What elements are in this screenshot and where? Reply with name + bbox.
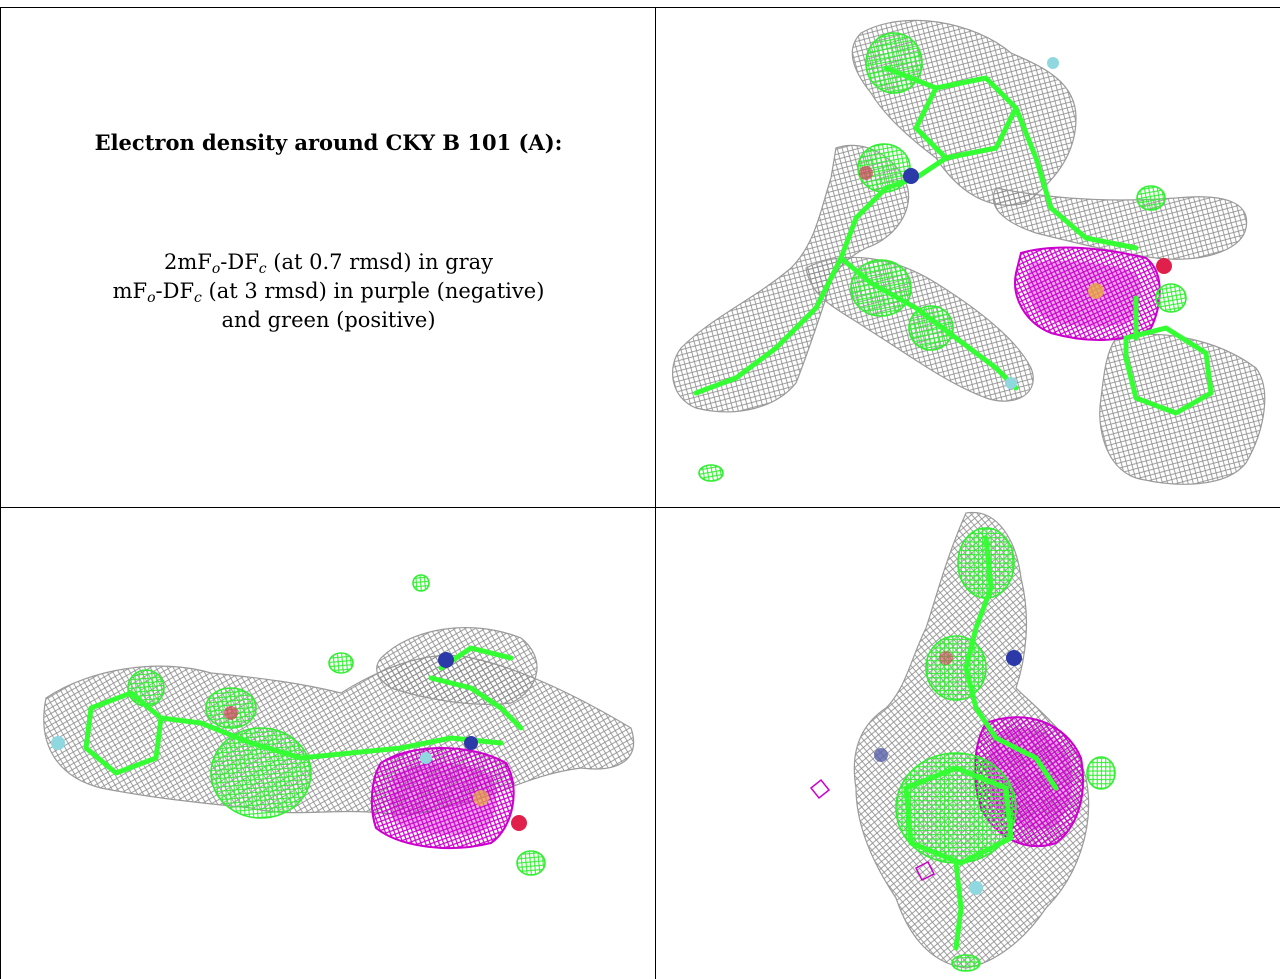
density-mesh-image-3 (809, 511, 1116, 972)
nitrogen-atom-icon (903, 168, 919, 184)
table-divider-middle (0, 507, 1280, 508)
table-divider-center (655, 7, 656, 979)
density-mesh-image-2 (43, 574, 635, 876)
density-view-bottom-left (1, 508, 655, 979)
nitrogen-atom-icon (1006, 650, 1022, 666)
density-view-bottom-right (656, 508, 1280, 979)
caption-body: 2mFo-DFc (at 0.7 rmsd) in gray mFo-DFc (… (1, 248, 655, 335)
caption-title: Electron density around CKY B 101 (A): (94, 130, 563, 155)
caption-line-1: 2mFo-DFc (at 0.7 rmsd) in gray (163, 250, 494, 277)
density-view-top-right (656, 8, 1280, 507)
caption-cell: Electron density around CKY B 101 (A): 2… (1, 8, 655, 507)
caption-line-2: mFo-DFc (at 3 rmsd) in purple (negative) (112, 279, 545, 306)
density-mesh-image-1 (672, 19, 1266, 485)
table-border-top (0, 7, 1280, 8)
table-border-left (0, 7, 1, 979)
caption-line-3: and green (positive) (221, 308, 436, 332)
nitrogen-atom-icon (438, 652, 454, 668)
